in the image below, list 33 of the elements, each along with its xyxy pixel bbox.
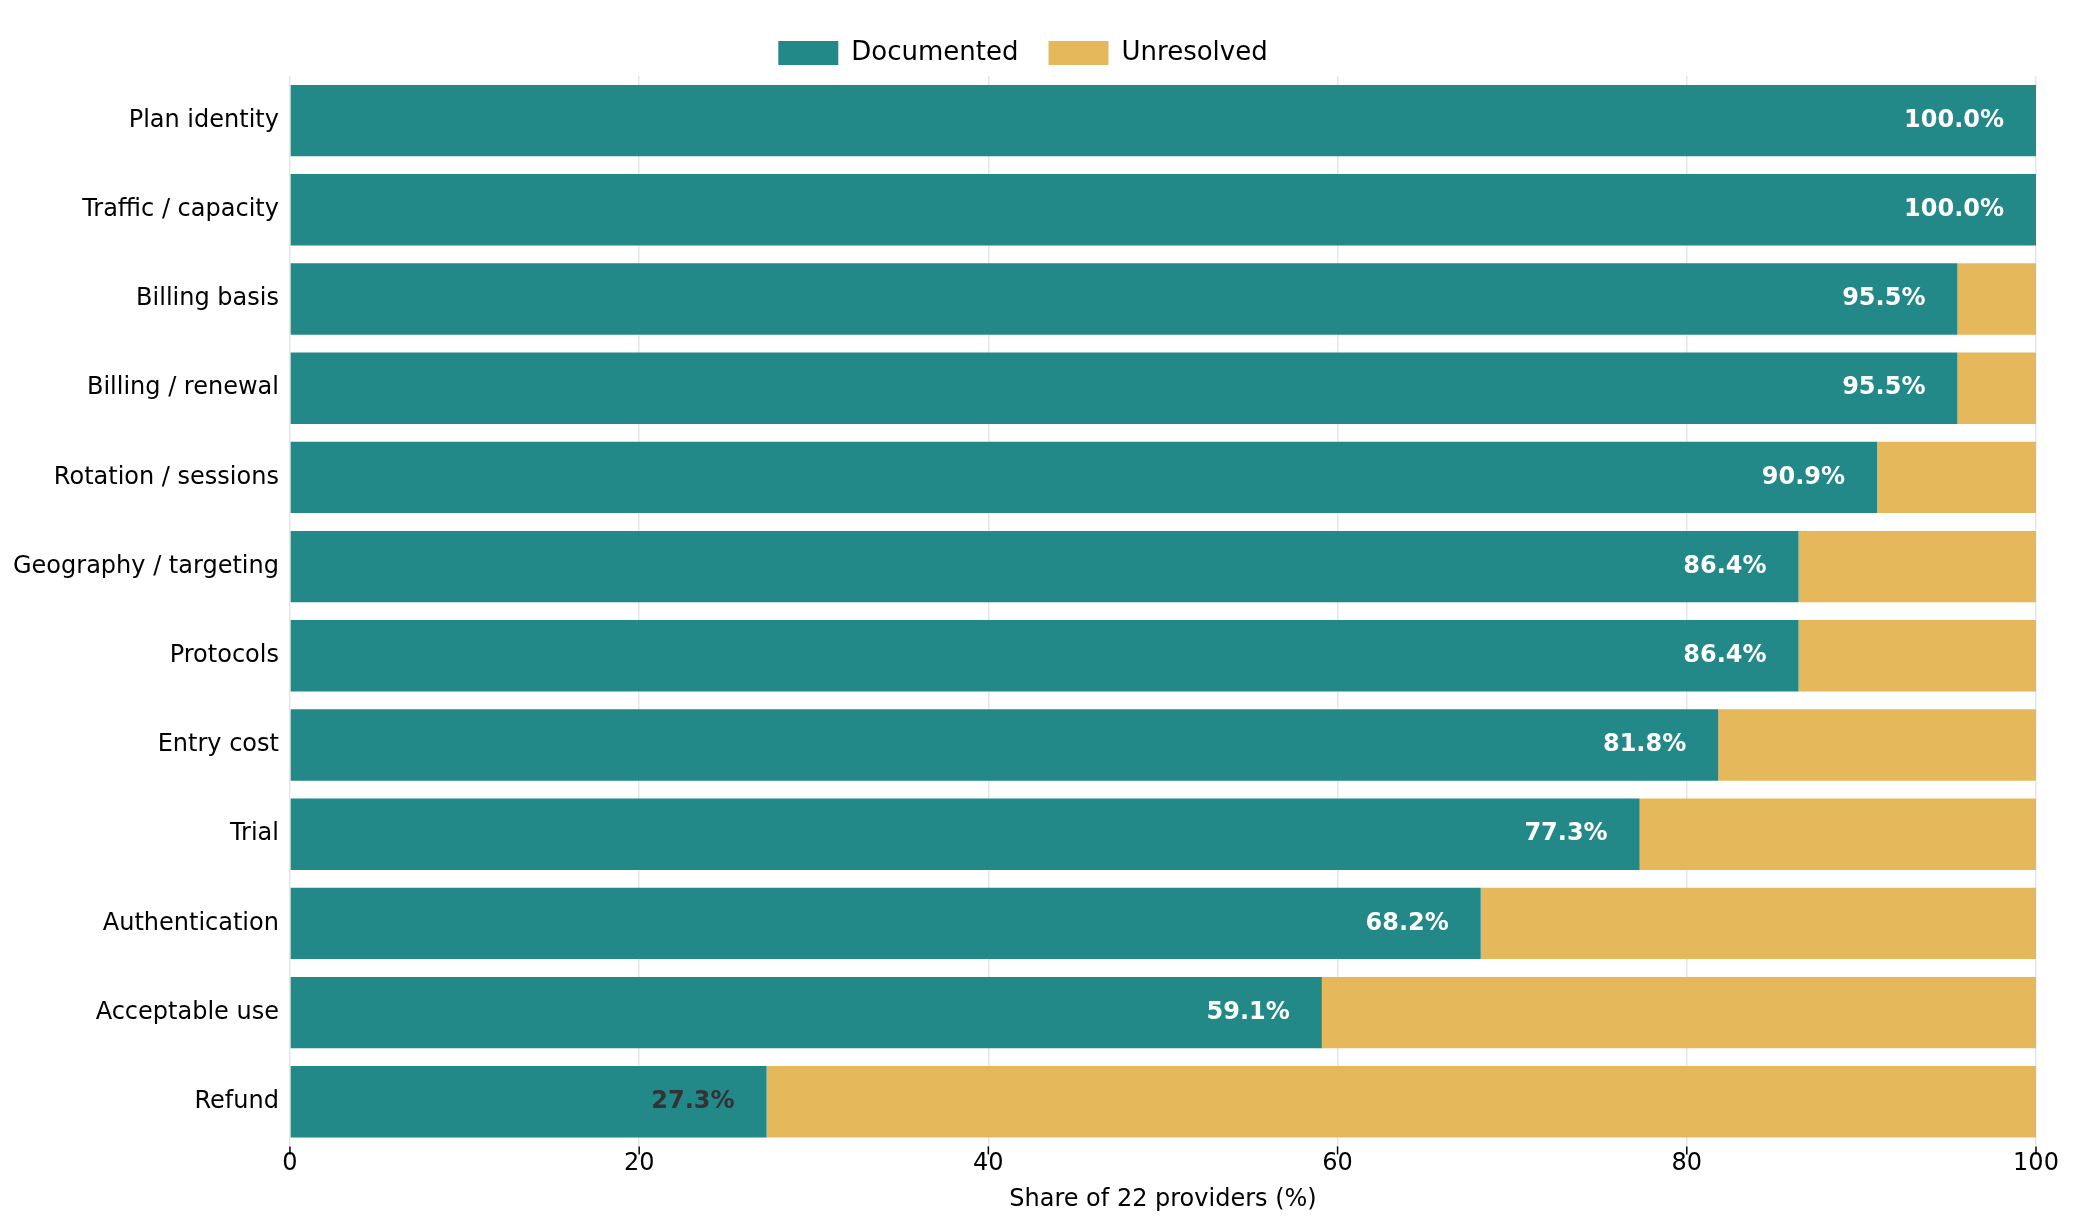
y-tick-label: Billing basis — [136, 283, 279, 312]
legend-label: Unresolved — [1121, 35, 1268, 66]
data-label: 95.5% — [1842, 283, 1926, 312]
data-label: 100.0% — [1904, 104, 2004, 133]
y-tick-label: Billing / renewal — [86, 372, 279, 401]
y-tick-label: Trial — [228, 818, 279, 847]
y-tick-label: Acceptable use — [95, 996, 279, 1025]
data-label: 95.5% — [1842, 372, 1926, 401]
x-tick-label: 60 — [1322, 1148, 1353, 1177]
x-tick-label: 20 — [623, 1148, 655, 1177]
x-tick-label: 0 — [282, 1148, 298, 1177]
data-label: 86.4% — [1683, 640, 1767, 669]
data-label: 90.9% — [1761, 461, 1846, 490]
y-tick-label: Refund — [194, 1086, 279, 1115]
x-axis-title: Share of 22 providers (%) — [1009, 1183, 1317, 1212]
legend-label: Documented — [851, 35, 1019, 66]
data-label: 68.2% — [1365, 907, 1449, 936]
data-label: 27.3% — [651, 1086, 735, 1115]
data-label: 77.3% — [1524, 818, 1608, 847]
x-tick-label: 80 — [1671, 1148, 1703, 1177]
y-tick-label: Traffic / capacity — [81, 194, 279, 223]
y-tick-label: Protocols — [169, 640, 279, 669]
x-tick-label: 40 — [973, 1148, 1004, 1177]
data-label: 81.8% — [1602, 729, 1687, 758]
y-tick-label: Authentication — [102, 907, 279, 936]
y-tick-label: Geography / targeting — [13, 550, 279, 579]
y-tick-label: Plan identity — [128, 104, 279, 133]
y-tick-label: Rotation / sessions — [53, 461, 279, 490]
data-label: 100.0% — [1904, 194, 2004, 223]
x-tick-label: 100 — [2013, 1148, 2059, 1177]
y-tick-label: Entry cost — [157, 729, 279, 758]
data-label: 86.4% — [1683, 550, 1767, 579]
data-label: 59.1% — [1206, 996, 1290, 1025]
